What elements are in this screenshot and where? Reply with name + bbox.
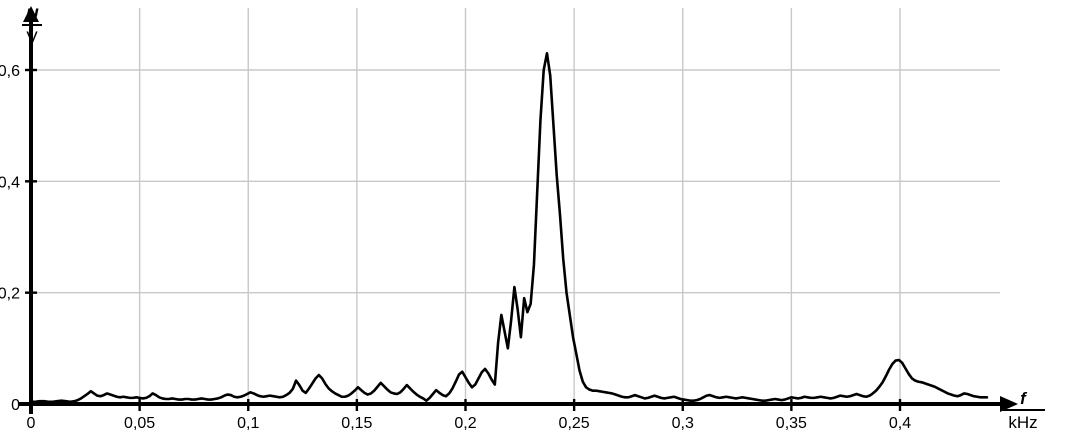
x-axis-tick-label: 0,4 [889, 415, 911, 431]
x-axis-tick-label: 0,3 [672, 415, 694, 431]
grid-lines [31, 8, 1000, 404]
y-axis-tick-label: 0,4 [0, 174, 20, 191]
y-axis-label: U V [22, 5, 42, 47]
y-axis-label-denominator: V [26, 28, 38, 47]
x-axis-tick-label: 0,2 [454, 415, 476, 431]
y-axis-tick-label: 0 [11, 397, 20, 414]
x-axis-label-denominator: kHz [1008, 413, 1037, 431]
x-axis-tick-label: 0,1 [237, 415, 259, 431]
x-axis-arrowhead [1000, 396, 1018, 412]
y-axis-tick-label: 0,6 [0, 63, 20, 80]
x-axis-tick-label: 0,05 [124, 415, 155, 431]
y-axis-arrowhead [23, 6, 39, 22]
x-axis-tick-label: 0 [27, 415, 36, 431]
axis-lines [19, 6, 1018, 414]
x-axis-tick-label: 0,15 [341, 415, 372, 431]
y-axis-label-numerator: U [26, 5, 39, 24]
x-axis-label-numerator: f [1020, 389, 1028, 408]
x-axis-tick-label: 0,35 [776, 415, 807, 431]
x-axis-label: f kHz [1003, 389, 1045, 431]
y-axis-tick-labels: 0 0,2 0,4 0,6 [0, 63, 20, 414]
x-axis-tick-label: 0,25 [559, 415, 590, 431]
x-axis-tick-labels: 0 0,05 0,1 0,15 0,2 0,25 0,3 0,35 0,4 [27, 415, 912, 431]
spectrum-trace [29, 52, 989, 404]
y-axis-tick-label: 0,2 [0, 286, 20, 303]
